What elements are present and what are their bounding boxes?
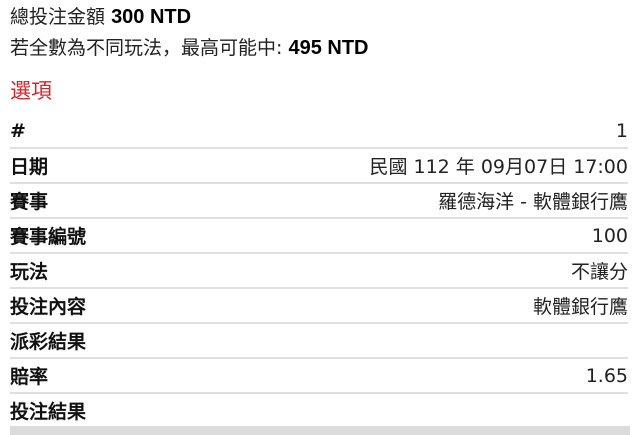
total-bet-value: 300 NTD bbox=[111, 6, 192, 28]
section-title: 選項 bbox=[10, 79, 52, 103]
row-label: 賽事 bbox=[10, 191, 49, 213]
row-label: # bbox=[10, 119, 26, 142]
table-row: 賽事 羅德海洋 - 軟體銀行鷹 bbox=[10, 184, 628, 219]
row-value: 不讓分 bbox=[570, 261, 628, 283]
row-value: 1.65 bbox=[585, 364, 628, 387]
row-label: 賠率 bbox=[10, 366, 49, 388]
row-value: 100 bbox=[591, 224, 628, 247]
row-label: 投注內容 bbox=[10, 296, 87, 318]
table-row: 投注內容 軟體銀行鷹 bbox=[10, 289, 628, 324]
table-row: #1 bbox=[10, 114, 628, 149]
table-row: 賽事編號 100 bbox=[10, 219, 628, 254]
row-label: 日期 bbox=[10, 156, 49, 178]
row-label: 玩法 bbox=[10, 261, 49, 283]
max-win-label: 若全數為不同玩法，最高可能中: bbox=[10, 37, 283, 59]
row-value: 1 bbox=[615, 119, 628, 142]
max-win-value: 495 NTD bbox=[288, 37, 369, 59]
row-label: 派彩結果 bbox=[10, 331, 87, 353]
row-value: 民國 112 年 09月07日 17:00 bbox=[369, 156, 628, 178]
table-row: 玩法 不讓分 bbox=[10, 254, 628, 289]
row-label: 賽事編號 bbox=[10, 226, 87, 248]
total-bet-line: 總投注金額 300 NTD bbox=[10, 5, 191, 29]
row-value: 羅德海洋 - 軟體銀行鷹 bbox=[438, 191, 628, 213]
table-row: 派彩結果 bbox=[10, 324, 628, 359]
row-label: 投注結果 bbox=[10, 401, 87, 423]
table-row: 賠率 1.65 bbox=[10, 359, 628, 394]
table-row: 日期 民國 112 年 09月07日 17:00 bbox=[10, 149, 628, 184]
footer-divider bbox=[10, 426, 630, 435]
max-win-line: 若全數為不同玩法，最高可能中: 495 NTD bbox=[10, 36, 368, 60]
table-row: 投注結果 bbox=[10, 394, 628, 427]
row-value: 軟體銀行鷹 bbox=[532, 296, 628, 318]
total-bet-label: 總投注金額 bbox=[10, 6, 106, 28]
bet-detail-table: #1 日期 民國 112 年 09月07日 17:00 賽事 羅德海洋 - 軟體銀行… bbox=[10, 114, 628, 427]
